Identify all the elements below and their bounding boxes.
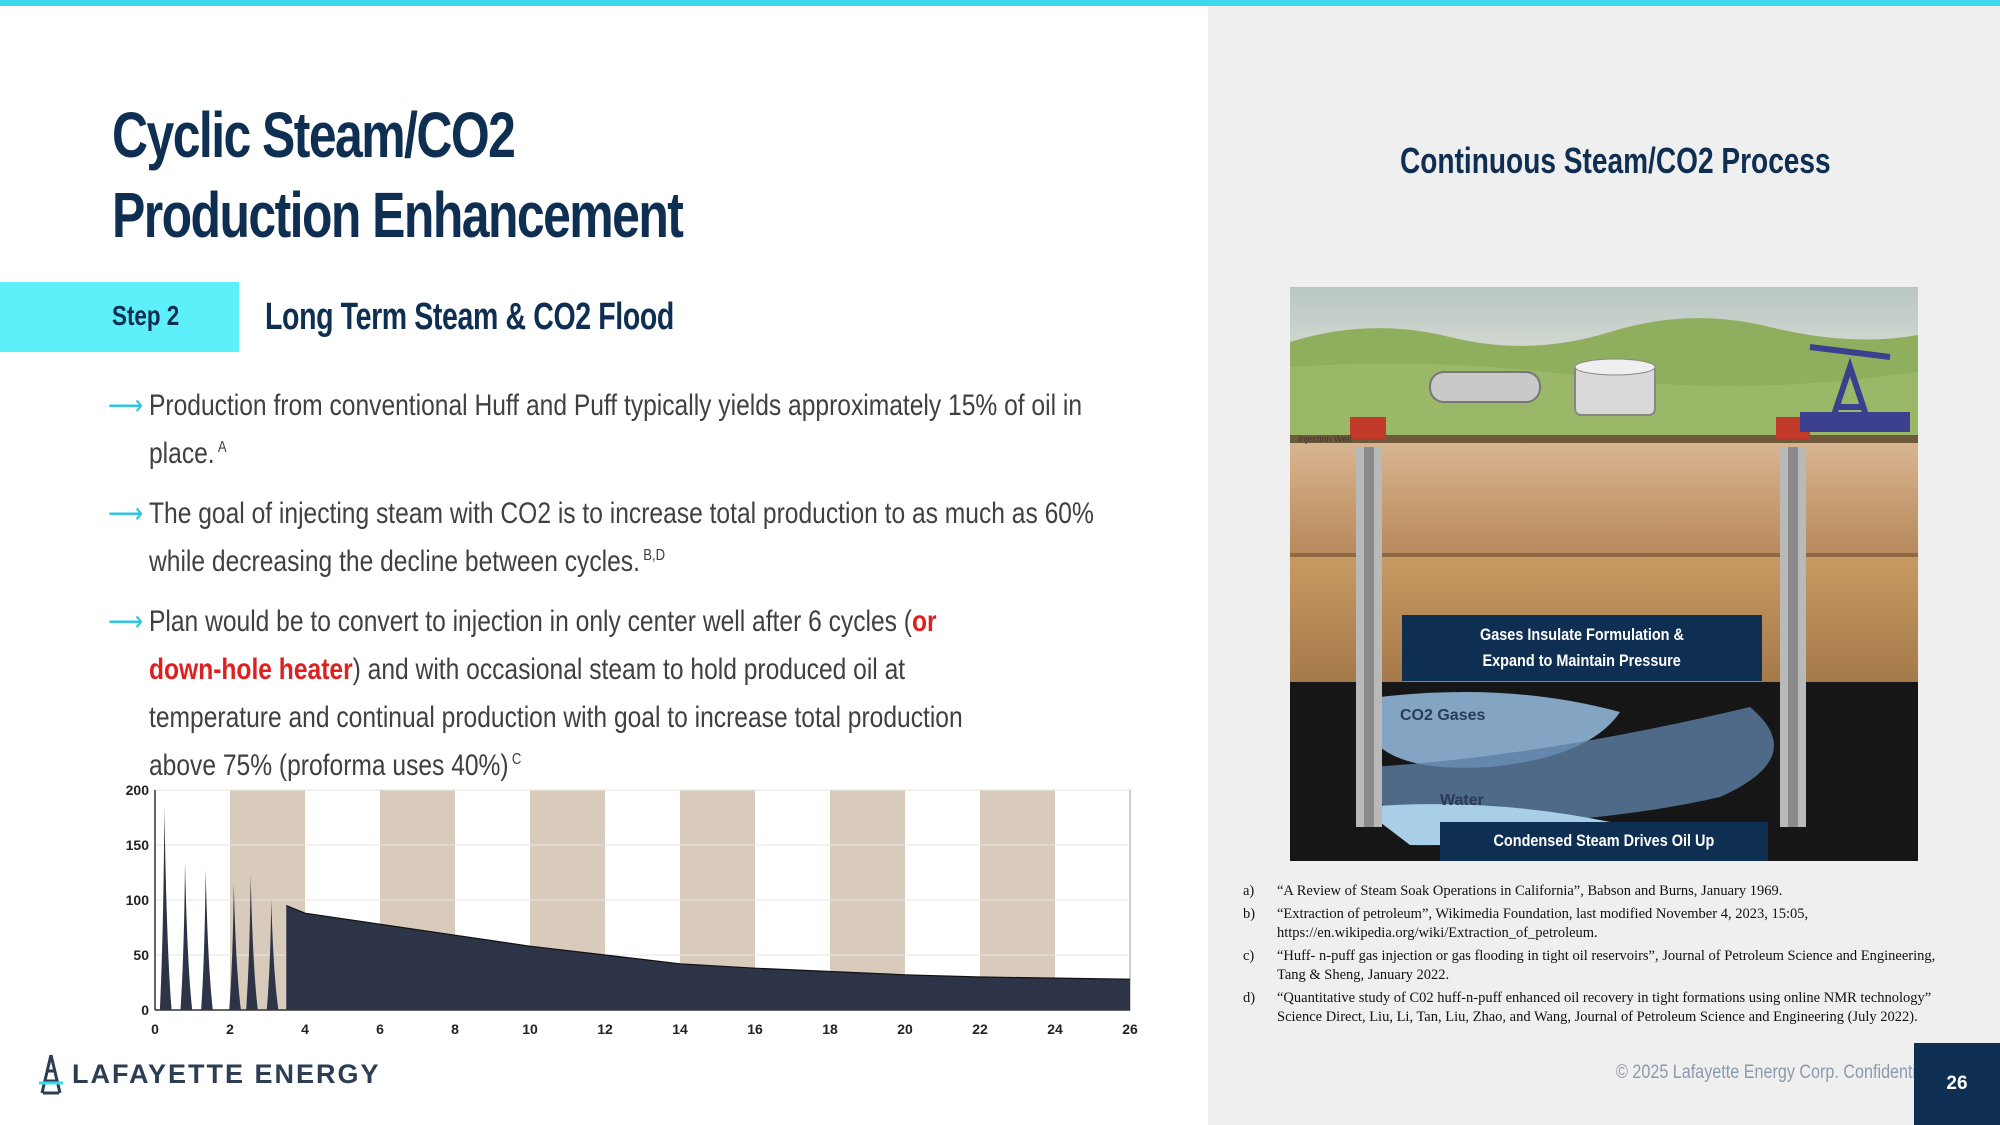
step-label: Step 2 xyxy=(112,300,180,331)
reference-text: “Huff- n-puff gas injection or gas flood… xyxy=(1277,948,1936,983)
caption-bottom-text: Condensed Steam Drives Oil Up xyxy=(1493,831,1715,850)
reference-item: d) “Quantitative study of C02 huff-n-puf… xyxy=(1243,989,1963,1027)
reference-marker: C xyxy=(511,751,522,768)
cyclic-peak xyxy=(266,900,279,1010)
bullet-text: The goal of injecting steam with CO2 is … xyxy=(149,497,1094,578)
oil-derrick-icon xyxy=(36,1053,66,1095)
right-title: Continuous Steam/CO2 Process xyxy=(1400,140,1831,181)
continuous-production-area xyxy=(286,905,1130,1010)
x-tick-label: 2 xyxy=(226,1021,234,1037)
cyclic-peak xyxy=(246,874,258,1010)
arrow-right-icon: ⟶ xyxy=(108,497,144,530)
bullet-text-after: ) and with occasional steam to hold prod… xyxy=(149,653,963,782)
x-tick-label: 22 xyxy=(972,1021,988,1037)
process-diagram: CO2 Gases Water Injection Well Gases Ins… xyxy=(1290,287,1918,861)
reference-marker: B,D xyxy=(643,547,666,564)
title-line-2: Production Enhancement xyxy=(112,179,684,251)
x-tick-label: 4 xyxy=(301,1021,309,1037)
reference-letter: c) xyxy=(1243,948,1255,964)
co2-label: CO2 Gases xyxy=(1400,707,1485,724)
reference-marker: A xyxy=(217,439,227,456)
x-tick-label: 14 xyxy=(672,1021,688,1037)
reference-text: “Extraction of petroleum”, Wikimedia Fou… xyxy=(1277,906,1809,941)
continuous-production-line xyxy=(286,904,1131,980)
x-tick-label: 18 xyxy=(822,1021,838,1037)
cyclic-peak xyxy=(180,861,193,1010)
slide-title: Cyclic Steam/CO2 Production Enhancement xyxy=(112,95,684,255)
caption-top: Gases Insulate Formulation & Expand to M… xyxy=(1402,615,1762,681)
x-tick-label: 6 xyxy=(376,1021,384,1037)
reference-letter: a) xyxy=(1243,883,1255,899)
bullet-text: Production from conventional Huff and Pu… xyxy=(149,389,1083,470)
y-tick-label: 200 xyxy=(126,782,150,798)
reference-letter: d) xyxy=(1243,990,1256,1006)
logo-wordmark: LAFAYETTE ENERGY xyxy=(72,1058,381,1089)
reference-item: b) “Extraction of petroleum”, Wikimedia … xyxy=(1243,905,1963,943)
reference-letter: b) xyxy=(1243,906,1256,922)
title-line-1: Cyclic Steam/CO2 xyxy=(112,99,516,171)
references-list: a) “A Review of Steam Soak Operations in… xyxy=(1243,882,1963,1031)
confidential-notice: © 2025 Lafayette Energy Corp. Confidenti… xyxy=(1616,1062,1929,1083)
cyclic-peak xyxy=(229,883,241,1010)
top-accent-bar xyxy=(0,0,2000,6)
arrow-right-icon: ⟶ xyxy=(108,389,144,422)
bullet-item: ⟶ Plan would be to convert to injection … xyxy=(108,598,969,790)
x-tick-label: 24 xyxy=(1047,1021,1063,1037)
reference-item: c) “Huff- n-puff gas injection or gas fl… xyxy=(1243,947,1963,985)
cyclic-peak xyxy=(159,806,172,1010)
y-tick-label: 100 xyxy=(126,892,150,908)
reference-text: “Quantitative study of C02 huff-n-puff e… xyxy=(1277,990,1932,1025)
reference-item: a) “A Review of Steam Soak Operations in… xyxy=(1243,882,1963,901)
y-tick-label: 0 xyxy=(141,1002,149,1018)
bullet-text-before: Plan would be to convert to injection in… xyxy=(149,605,912,638)
x-tick-label: 8 xyxy=(451,1021,459,1037)
y-tick-label: 150 xyxy=(126,837,150,853)
reference-text: “A Review of Steam Soak Operations in Ca… xyxy=(1277,883,1783,899)
arrow-right-icon: ⟶ xyxy=(108,605,144,638)
y-tick-label: 50 xyxy=(133,947,149,963)
x-tick-label: 20 xyxy=(897,1021,913,1037)
water-label: Water xyxy=(1440,792,1484,809)
caption-top-line1: Gases Insulate Formulation & xyxy=(1480,625,1684,644)
page-number: 26 xyxy=(1914,1043,2000,1125)
x-tick-label: 0 xyxy=(151,1021,159,1037)
x-tick-label: 12 xyxy=(597,1021,613,1037)
step-badge xyxy=(0,282,239,352)
bullet-item: ⟶ The goal of injecting steam with CO2 i… xyxy=(108,490,1117,586)
x-tick-label: 16 xyxy=(747,1021,763,1037)
bullet-item: ⟶ Production from conventional Huff and … xyxy=(108,382,1117,478)
step-heading: Long Term Steam & CO2 Flood xyxy=(265,296,674,338)
cyclic-peak xyxy=(201,869,213,1010)
injection-well-label: Injection Well xyxy=(1298,434,1351,444)
x-tick-label: 10 xyxy=(522,1021,538,1037)
caption-top-line2: Expand to Maintain Pressure xyxy=(1482,651,1682,670)
caption-bottom: Condensed Steam Drives Oil Up xyxy=(1440,822,1768,861)
x-tick-label: 26 xyxy=(1122,1021,1138,1037)
bullet-list: ⟶ Production from conventional Huff and … xyxy=(108,382,1258,802)
reservoir-illustration: CO2 Gases Water Injection Well xyxy=(1290,287,1918,861)
company-logo: LAFAYETTE ENERGY xyxy=(36,1053,381,1095)
bullet-highlight: or down-hole heater xyxy=(149,605,937,686)
